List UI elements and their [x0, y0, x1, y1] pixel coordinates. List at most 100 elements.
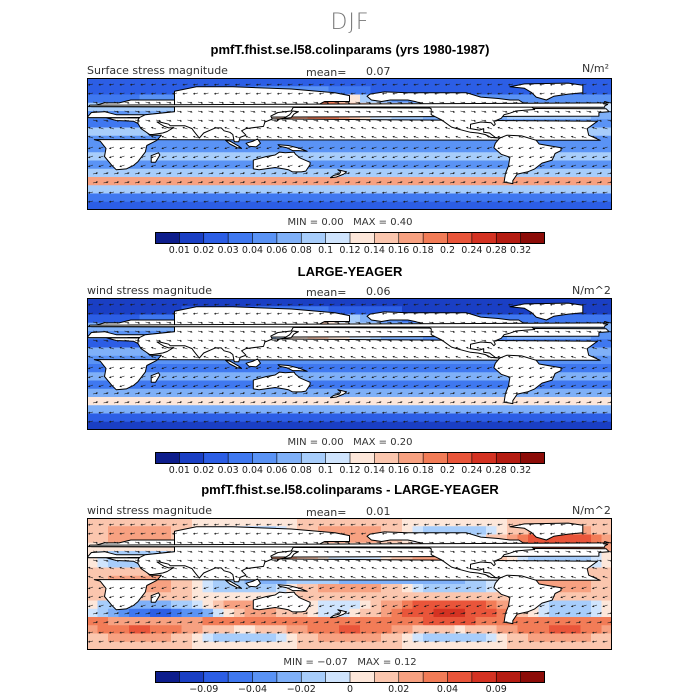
panel-2-max-label: MAX = [353, 437, 388, 448]
colorbar-swatch [228, 232, 253, 244]
colorbar-swatch [496, 671, 521, 683]
colorbar-swatch [301, 671, 326, 683]
panel-1-units: N/m² [582, 62, 610, 75]
colorbar-tick-label: 0.09 [485, 684, 507, 695]
panel-2-minmax: MIN = 0.00 MAX = 0.20 [0, 437, 700, 448]
colorbar-tick-label: 0.02 [193, 245, 215, 256]
colorbar-swatch [325, 232, 351, 244]
panel-3-min-label: MIN = [283, 657, 314, 668]
colorbar-swatch [447, 452, 473, 464]
panel-3-colorbar-ticks: −0.09 −0.04 −0.02 0 0.02 0.04 0.09 [155, 684, 545, 696]
colorbar-tick-label: 0.08 [290, 465, 312, 476]
panel-2-max-value: 0.20 [390, 437, 413, 448]
panel-3-colorbar [155, 670, 546, 683]
colorbar-swatch [374, 452, 400, 464]
colorbar-tick-label: 0.04 [241, 245, 264, 256]
colorbar-swatch [374, 671, 400, 683]
panel-2-colorbar-ticks: 0.01 0.02 0.03 0.04 0.06 0.08 0.1 0.12 0.14 0.16 0… [155, 465, 545, 477]
land-britain [88, 101, 610, 108]
colorbar-swatch [301, 232, 326, 244]
panel-3-max-value: 0.12 [394, 657, 417, 668]
colorbar-swatch [520, 671, 546, 683]
panel-1-mean-label: mean= [306, 66, 347, 79]
colorbar-swatch [252, 671, 278, 683]
land-newguinea [277, 364, 308, 372]
land-britain [88, 321, 610, 328]
colorbar-tick-label: −0.09 [189, 684, 219, 695]
panel-1-min-value: 0.00 [321, 217, 344, 228]
colorbar-swatch [520, 452, 546, 464]
colorbar-swatch [423, 452, 448, 464]
colorbar-tick-label: 0.03 [217, 465, 239, 476]
colorbar-swatch [203, 671, 229, 683]
panel-3-minmax: MIN = −0.07 MAX = 0.12 [0, 657, 700, 668]
land-sumatra [225, 579, 243, 589]
panel-2-units: N/m^2 [572, 284, 611, 297]
panel-2-colorbar [155, 451, 546, 464]
land-japan [276, 550, 299, 562]
colorbar-tick-label: 0.18 [412, 245, 434, 256]
colorbar-swatch [252, 452, 278, 464]
colorbar-tick-label: 0.04 [436, 684, 459, 695]
colorbar-tick-label: 0.14 [363, 245, 385, 256]
colorbar-swatch [350, 452, 375, 464]
panel-3-variable-label: wind stress magnitude [87, 504, 213, 517]
panel-2-mean-value: 0.06 [366, 285, 391, 298]
colorbar-swatch [276, 452, 302, 464]
colorbar-swatch [276, 671, 302, 683]
colorbar-tick-label: 0.18 [412, 465, 434, 476]
colorbar-tick-label: 0.16 [388, 245, 410, 256]
colorbar-swatch [155, 671, 180, 683]
panel-1-colorbar-ticks: 0.01 0.02 0.03 0.04 0.06 0.08 0.1 0.12 0.14 0.16 0… [155, 245, 545, 257]
panel-3-max-label: MAX = [357, 657, 392, 668]
colorbar-swatch [398, 671, 424, 683]
land-sumatra [225, 139, 243, 149]
colorbar-tick-label: 0.02 [388, 684, 410, 695]
panel-2-min-value: 0.00 [321, 437, 344, 448]
colorbar-swatch [398, 452, 424, 464]
panel-1-min-label: MIN = [287, 217, 319, 228]
colorbar-swatch [301, 452, 326, 464]
colorbar-swatch [423, 232, 448, 244]
colorbar-tick-label: 0.14 [363, 465, 385, 476]
colorbar-tick-label: 0.08 [290, 245, 312, 256]
colorbar-swatch [471, 232, 497, 244]
colorbar-swatch [325, 671, 351, 683]
colorbar-swatch [276, 232, 302, 244]
panel-1-minmax: MIN = 0.00 MAX = 0.40 [0, 217, 700, 228]
panel-2-min-label: MIN = [287, 437, 319, 448]
panel-3-map [87, 518, 612, 650]
colorbar-swatch [179, 452, 205, 464]
colorbar-swatch [203, 232, 229, 244]
colorbar-tick-label: 0.03 [217, 245, 239, 256]
colorbar-tick-label: 0.24 [461, 465, 483, 476]
colorbar-swatch [350, 671, 375, 683]
panel-1-max-label: MAX = [353, 217, 388, 228]
land-borneo [245, 578, 261, 588]
colorbar-tick-label: 0.28 [485, 465, 507, 476]
land-japan [276, 330, 299, 342]
panel-1-colorbar [155, 231, 546, 244]
colorbar-swatch [155, 232, 180, 244]
land-madagascar [150, 372, 161, 383]
colorbar-tick-label: 0.24 [461, 245, 483, 256]
land-japan [276, 110, 299, 122]
panel-3-mean-label: mean= [306, 506, 347, 519]
land-borneo [245, 138, 261, 148]
panel-1-map [87, 78, 612, 210]
colorbar-swatch [228, 671, 253, 683]
colorbar-tick-label: 0.04 [241, 465, 264, 476]
colorbar-tick-label: −0.02 [286, 684, 316, 695]
land-borneo [245, 358, 261, 368]
colorbar-tick-label: 0.12 [339, 245, 361, 256]
panel-1-title: pmfT.fhist.se.l58.colinparams (yrs 1980-… [210, 42, 490, 57]
colorbar-swatch [520, 232, 546, 244]
panel-2-mean-label: mean= [306, 286, 347, 299]
colorbar-swatch [471, 671, 497, 683]
panel-2-title: LARGE-YEAGER [297, 264, 403, 279]
panel-1-max-value: 0.40 [390, 217, 413, 228]
colorbar-tick-label: 0.06 [266, 245, 288, 256]
colorbar-swatch [179, 671, 205, 683]
colorbar-tick-label: 0.1 [318, 465, 334, 476]
colorbar-tick-label: 0.1 [318, 245, 334, 256]
